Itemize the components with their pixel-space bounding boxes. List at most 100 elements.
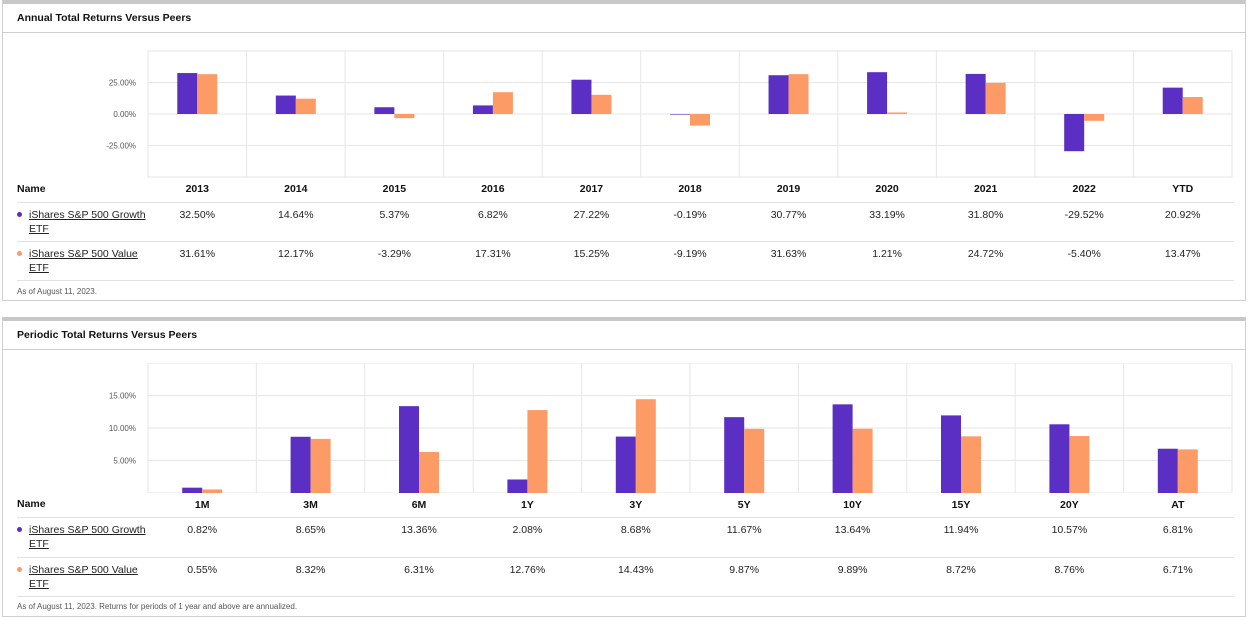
value-cell: 5.37% xyxy=(379,209,410,221)
growth-bar-2022[interactable] xyxy=(1064,114,1085,152)
growth-fund-link[interactable]: iShares S&P 500 Growth ETF xyxy=(29,524,146,550)
growth-bar-2018[interactable] xyxy=(670,114,690,115)
growth-bar-2017[interactable] xyxy=(571,79,592,114)
category-header-2019: 2019 xyxy=(776,183,801,195)
growth-bar-10y[interactable] xyxy=(832,404,853,493)
growth-fund-link[interactable]: iShares S&P 500 Growth ETF xyxy=(29,209,146,235)
growth-bar-2014[interactable] xyxy=(275,95,296,114)
value-bar-2018[interactable] xyxy=(690,114,710,126)
value-cell: 8.65% xyxy=(295,524,326,536)
value-bar-2015[interactable] xyxy=(394,114,415,119)
table-header-row: Name 2013 2014 2015 2016 2017 2018 2019 2020 202… xyxy=(17,177,1234,203)
value-bar-2014[interactable] xyxy=(295,98,316,114)
value-bar-2017[interactable] xyxy=(591,94,612,114)
value-fund-link[interactable]: iShares S&P 500 Value ETF xyxy=(29,248,138,274)
value-bar-2019[interactable] xyxy=(788,74,809,114)
value-cell: 27.22% xyxy=(573,209,610,221)
value-cell: 0.55% xyxy=(187,564,218,576)
value-cell: 13.47% xyxy=(1164,248,1201,260)
table-row-growth: iShares S&P 500 Growth ETF 32.50% 14.64% 5.… xyxy=(17,203,1234,242)
category-header-1m: 1M xyxy=(194,499,210,511)
category-header-2015: 2015 xyxy=(382,183,407,195)
value-cell: 11.67% xyxy=(726,524,762,536)
category-header-15y: 15Y xyxy=(951,499,971,511)
category-header-ytd: YTD xyxy=(1172,183,1194,195)
category-header-at: AT xyxy=(1171,499,1185,511)
value-bar-15y[interactable] xyxy=(961,436,981,493)
value-cell: 8.68% xyxy=(620,524,651,536)
growth-bar-3y[interactable] xyxy=(615,436,636,493)
value-bar-3y[interactable] xyxy=(635,399,656,493)
value-cell: 24.72% xyxy=(967,248,1004,260)
value-bar-10y[interactable] xyxy=(852,428,873,493)
growth-bar-2020[interactable] xyxy=(867,72,888,114)
value-cell: 13.64% xyxy=(834,524,871,536)
value-bar-2020[interactable] xyxy=(887,112,908,114)
value-cell: 31.80% xyxy=(967,209,1004,221)
category-header-2021: 2021 xyxy=(973,183,998,195)
value-cell: 9.89% xyxy=(837,564,868,576)
value-cell: 32.50% xyxy=(179,209,216,221)
category-header-2017: 2017 xyxy=(579,183,604,195)
growth-bar-1m[interactable] xyxy=(182,487,203,493)
value-bar-ytd[interactable] xyxy=(1182,97,1203,114)
value-cell: 12.17% xyxy=(278,248,314,260)
value-bar-1m[interactable] xyxy=(202,489,223,493)
growth-bar-2019[interactable] xyxy=(768,75,789,114)
growth-bar-2015[interactable] xyxy=(374,107,395,114)
value-bar-2013[interactable] xyxy=(197,74,218,114)
value-bar-2022[interactable] xyxy=(1084,114,1105,121)
table-row-growth: iShares S&P 500 Growth ETF 0.82% 8.65% 13.3… xyxy=(17,518,1234,558)
periodic-returns-panel: Periodic Total Returns Versus Peers 15.0… xyxy=(2,317,1246,617)
periodic-panel-header: Periodic Total Returns Versus Peers xyxy=(3,321,1245,350)
value-bar-at[interactable] xyxy=(1177,449,1198,493)
value-fund-link[interactable]: iShares S&P 500 Value ETF xyxy=(29,564,138,590)
value-cell: 1.21% xyxy=(872,248,902,260)
growth-bar-20y[interactable] xyxy=(1049,424,1070,493)
value-cell: 30.77% xyxy=(770,209,807,221)
growth-bar-5y[interactable] xyxy=(724,417,745,493)
growth-legend-dot xyxy=(17,212,22,217)
value-cell: 10.57% xyxy=(1051,524,1088,536)
value-cell: 33.19% xyxy=(869,209,905,221)
growth-bar-3m[interactable] xyxy=(290,436,311,493)
growth-bar-15y[interactable] xyxy=(941,415,961,493)
value-bar-5y[interactable] xyxy=(744,428,765,493)
category-header-1y: 1Y xyxy=(520,499,534,511)
growth-bar-1y[interactable] xyxy=(507,479,528,493)
value-cell: -0.19% xyxy=(673,209,707,221)
table-row-value: iShares S&P 500 Value ETF 0.55% 8.32% 6.31%… xyxy=(17,558,1234,597)
value-bar-2016[interactable] xyxy=(492,92,513,114)
value-bar-6m[interactable] xyxy=(419,451,439,493)
value-cell: 14.64% xyxy=(278,209,314,221)
growth-bar-at[interactable] xyxy=(1157,448,1178,493)
value-bar-1y[interactable] xyxy=(527,410,548,493)
value-bar-3m[interactable] xyxy=(310,438,331,493)
value-bar-2021[interactable] xyxy=(985,82,1006,114)
category-header-10y: 10Y xyxy=(843,499,862,511)
growth-bar-2016[interactable] xyxy=(472,105,493,114)
value-legend-dot xyxy=(17,567,22,572)
category-header-5y: 5Y xyxy=(737,499,751,511)
growth-bar-ytd[interactable] xyxy=(1162,87,1183,114)
value-cell: 13.36% xyxy=(401,524,437,536)
value-legend-dot xyxy=(17,251,22,256)
y-tick-label: 15.00% xyxy=(109,392,136,401)
y-tick-label: 25.00% xyxy=(109,79,136,88)
value-cell: 8.72% xyxy=(946,564,976,576)
value-bar-20y[interactable] xyxy=(1069,436,1090,493)
value-cell: 6.71% xyxy=(1162,564,1193,576)
value-cell: 2.08% xyxy=(512,524,543,536)
periodic-panel-title: Periodic Total Returns Versus Peers xyxy=(17,329,198,341)
growth-bar-2013[interactable] xyxy=(177,73,198,114)
category-header-3m: 3M xyxy=(303,499,318,511)
growth-bar-2021[interactable] xyxy=(965,73,986,114)
growth-bar-6m[interactable] xyxy=(399,406,419,493)
value-cell: -9.19% xyxy=(673,248,707,260)
category-header-2018: 2018 xyxy=(678,183,702,195)
value-cell: 20.92% xyxy=(1164,209,1201,221)
value-cell: 9.87% xyxy=(729,564,760,576)
category-header-2014: 2014 xyxy=(284,183,308,195)
table-row-value: iShares S&P 500 Value ETF 31.61% 12.17% -3.… xyxy=(17,242,1234,281)
annual-panel-title: Annual Total Returns Versus Peers xyxy=(17,12,192,24)
